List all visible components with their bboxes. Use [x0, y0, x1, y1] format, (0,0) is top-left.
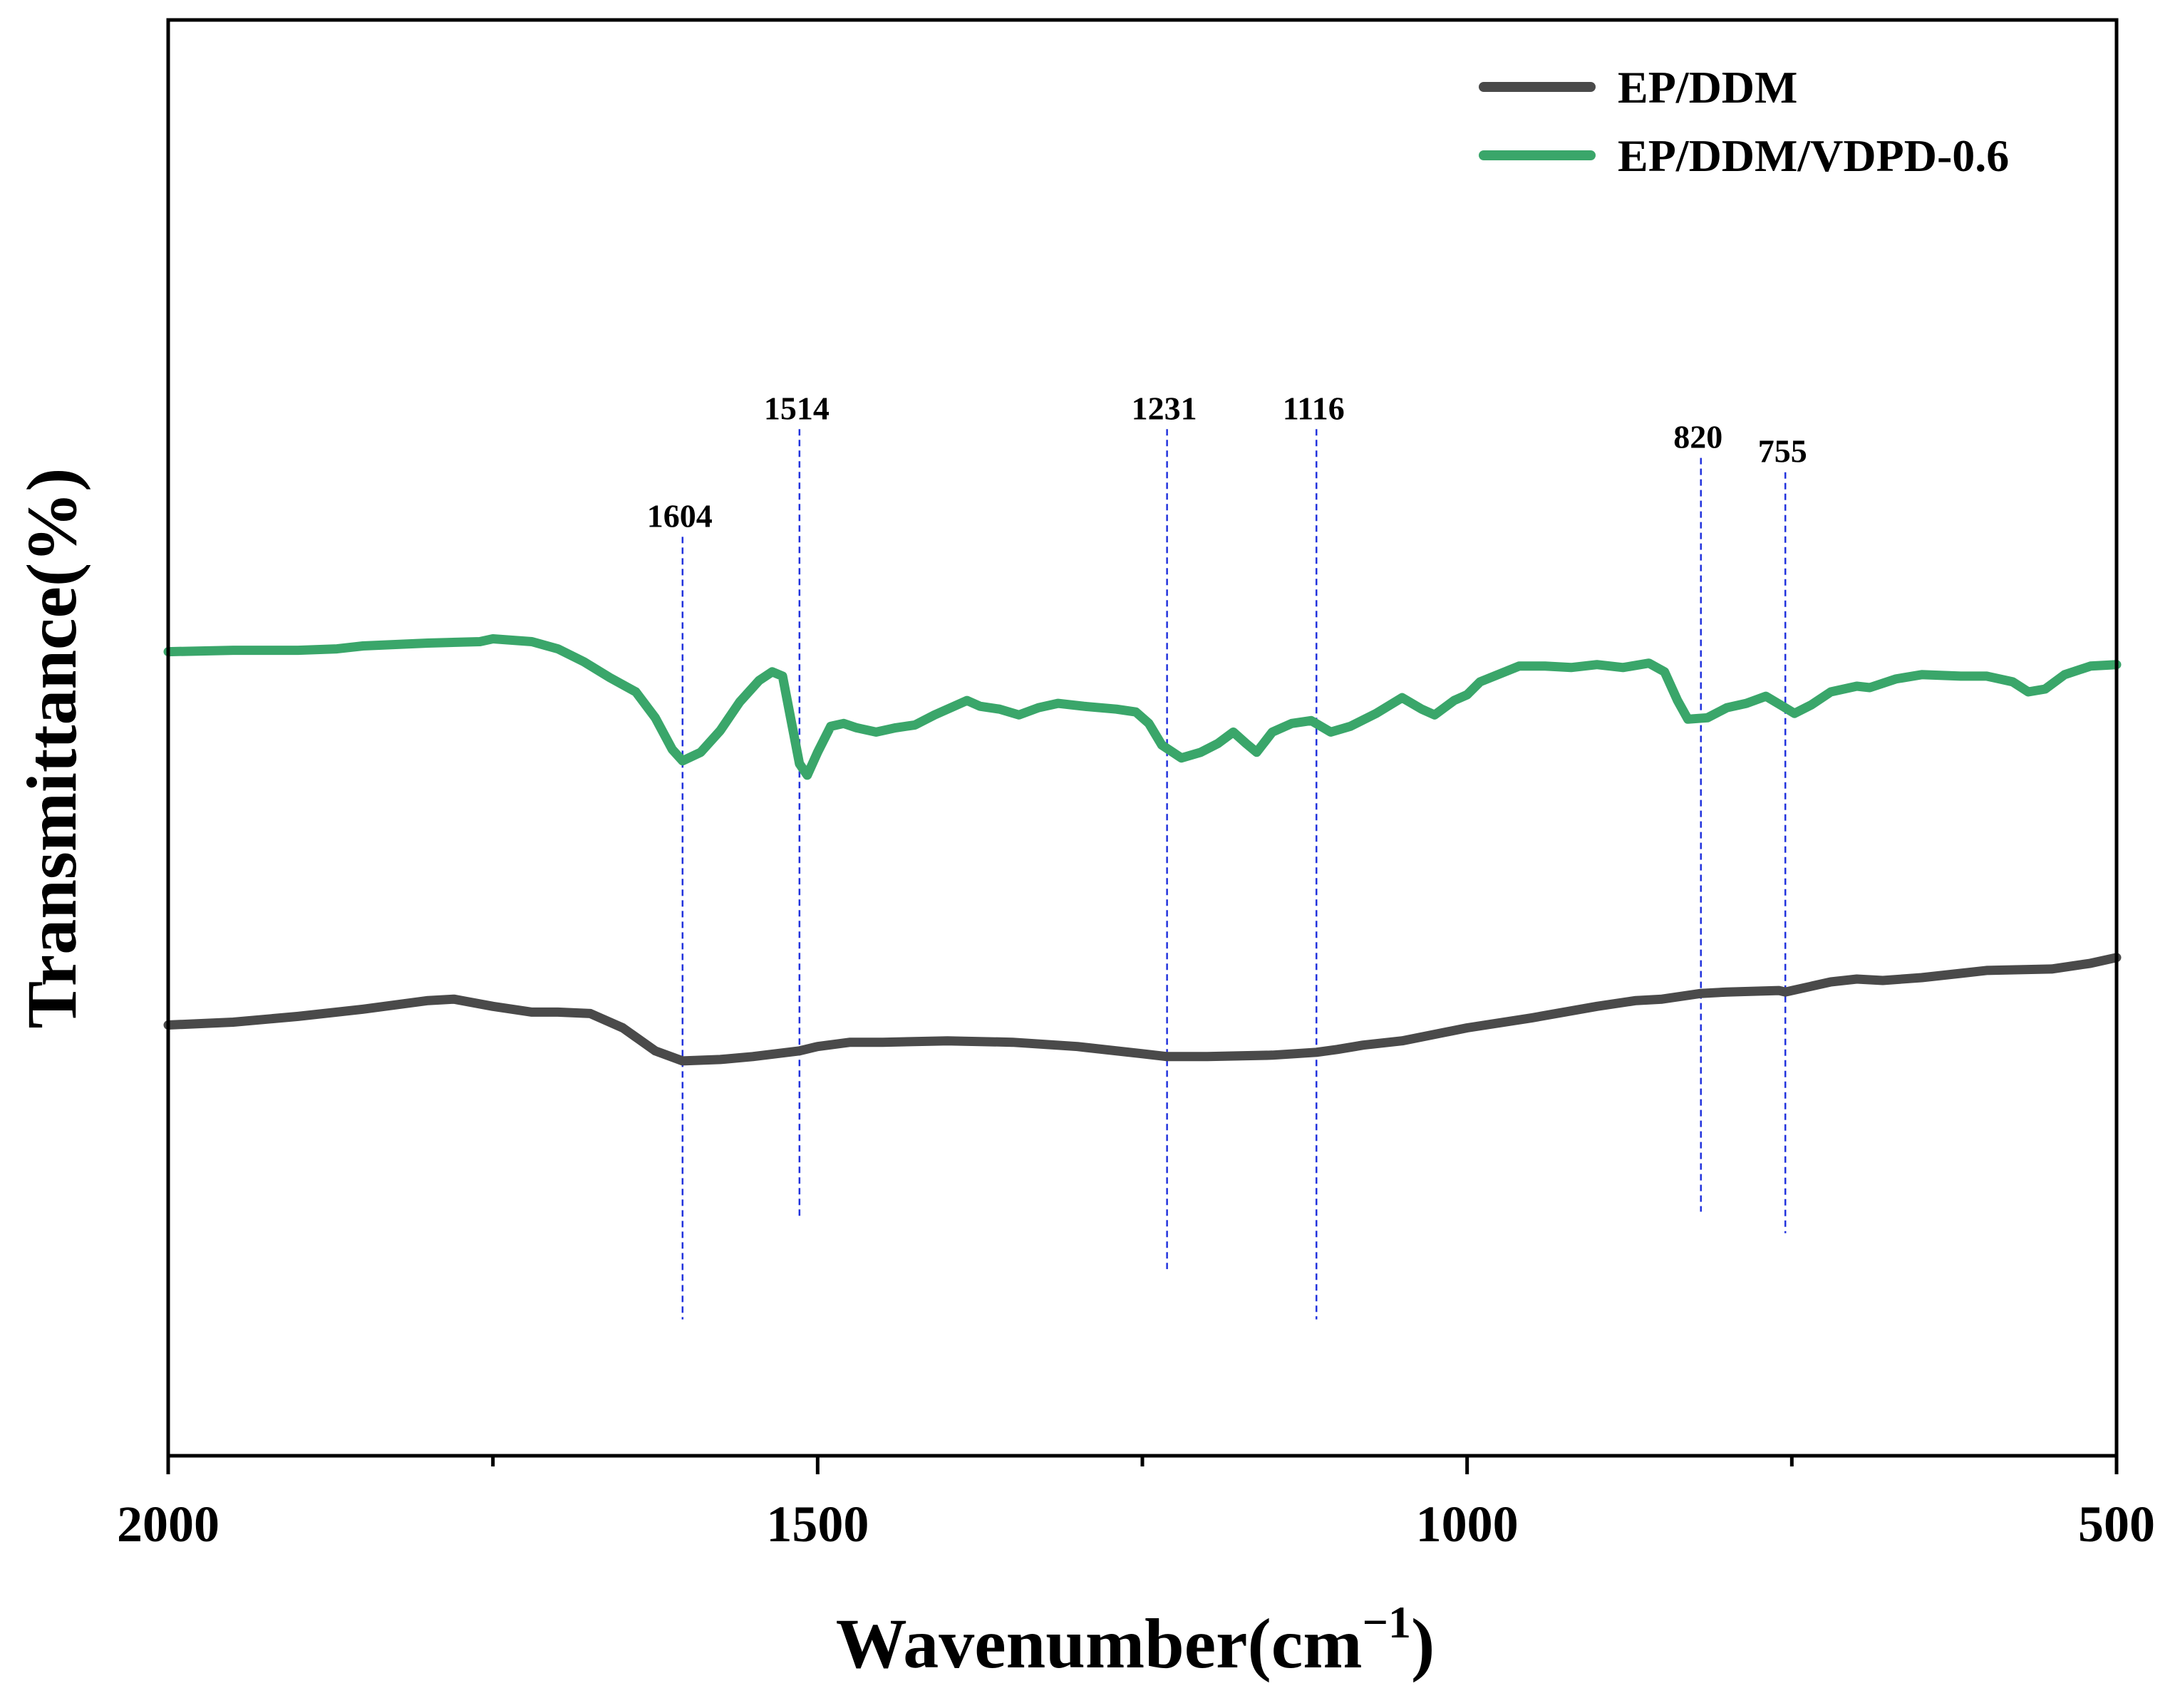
annotation-label-1604: 1604 [647, 497, 713, 534]
legend-label-ep-ddm-vdpd: EP/DDM/VDPD-0.6 [1618, 130, 2009, 181]
series-line-ep-ddm [163, 953, 2122, 1066]
series-lines [163, 634, 2122, 1066]
annotation-label-755: 755 [1758, 433, 1807, 470]
x-axis-tick-labels: 2000 1500 1000 500 [117, 1496, 2155, 1553]
x-tick-label-1500: 1500 [766, 1496, 869, 1553]
x-axis-title: Wavenumber(cm−1) [836, 1597, 1435, 1683]
x-axis-ticks [166, 1456, 2119, 1474]
y-axis-title: Transmittance(%) [12, 468, 91, 1029]
legend: EP/DDM EP/DDM/VDPD-0.6 [1479, 62, 2009, 181]
annotation-label-820: 820 [1673, 419, 1722, 455]
annotation-lines [681, 429, 1787, 1320]
annotation-labels: 1604 1514 1231 1116 820 755 [647, 390, 1807, 534]
annotation-label-1116: 1116 [1283, 390, 1345, 426]
annotation-label-1514: 1514 [764, 390, 830, 426]
x-tick-label-500: 500 [2078, 1496, 2155, 1553]
x-tick-label-2000: 2000 [117, 1496, 219, 1553]
legend-label-ep-ddm: EP/DDM [1618, 62, 1797, 113]
series-line-ep-ddm-vdpd [163, 634, 2122, 780]
annotation-label-1231: 1231 [1132, 390, 1197, 426]
plot-frame [166, 18, 2119, 1458]
x-tick-label-1000: 1000 [1416, 1496, 1519, 1553]
